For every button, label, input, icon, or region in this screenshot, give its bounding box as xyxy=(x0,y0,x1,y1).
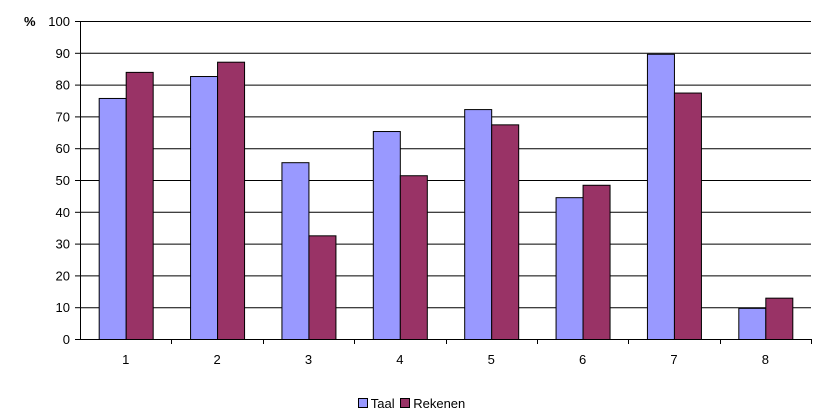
legend-swatch-rekenen xyxy=(400,398,411,408)
y-tick-label: 50 xyxy=(56,173,70,188)
bar-taal-7 xyxy=(646,53,675,341)
x-tick-labels: 1 2 3 4 5 6 7 8 xyxy=(122,352,769,367)
x-tick-label: 8 xyxy=(762,352,769,367)
x-tick-label: 5 xyxy=(488,352,495,367)
y-tick-label: 70 xyxy=(56,109,70,124)
bar-taal-3 xyxy=(281,162,310,340)
bar-rekenen-1 xyxy=(125,71,154,340)
y-tick-label: 20 xyxy=(56,268,70,283)
legend-item-taal: Taal xyxy=(357,396,395,412)
bar-rekenen-8 xyxy=(765,297,794,341)
bar-chart: % 0 10 20 30 40 50 60 70 80 90 100 1 2 3 4 5 6 7 8 xyxy=(24,14,812,367)
legend-label-rekenen: Rekenen xyxy=(413,396,466,411)
bar-taal-8 xyxy=(738,307,767,340)
bar-taal-4 xyxy=(372,131,401,340)
x-tick-label: 4 xyxy=(396,352,403,367)
x-tick-label: 2 xyxy=(213,352,220,367)
y-tick-label: 90 xyxy=(56,46,70,61)
bar-rekenen-3 xyxy=(308,235,337,340)
bar-rekenen-4 xyxy=(399,175,428,340)
y-tick-label: 30 xyxy=(56,237,70,252)
y-tick-label: 40 xyxy=(56,205,70,220)
bar-taal-5 xyxy=(464,109,493,340)
x-tick-label: 1 xyxy=(122,352,129,367)
bar-rekenen-5 xyxy=(491,124,520,340)
y-tick-labels: 0 10 20 30 40 50 60 70 80 90 100 xyxy=(48,14,70,347)
axes xyxy=(75,21,812,344)
y-axis-label: % xyxy=(24,14,36,29)
y-tick-label: 100 xyxy=(48,14,70,29)
y-tick-label: 60 xyxy=(56,141,70,156)
bar-taal-6 xyxy=(555,197,584,340)
legend-label-taal: Taal xyxy=(370,396,395,411)
x-tick-label: 7 xyxy=(670,352,677,367)
x-tick-label: 6 xyxy=(579,352,586,367)
bars xyxy=(98,53,794,341)
legend: Taal Rekenen xyxy=(0,396,823,412)
legend-swatch-taal xyxy=(357,398,368,408)
y-tick-label: 0 xyxy=(63,332,70,347)
bar-rekenen-7 xyxy=(673,92,702,340)
bar-taal-2 xyxy=(190,76,219,340)
x-tick-label: 3 xyxy=(305,352,312,367)
bar-taal-1 xyxy=(98,97,127,341)
y-tick-label: 10 xyxy=(56,300,70,315)
bar-rekenen-2 xyxy=(217,61,246,340)
legend-item-rekenen: Rekenen xyxy=(400,396,465,412)
y-tick-label: 80 xyxy=(56,78,70,93)
bar-rekenen-6 xyxy=(582,184,611,340)
